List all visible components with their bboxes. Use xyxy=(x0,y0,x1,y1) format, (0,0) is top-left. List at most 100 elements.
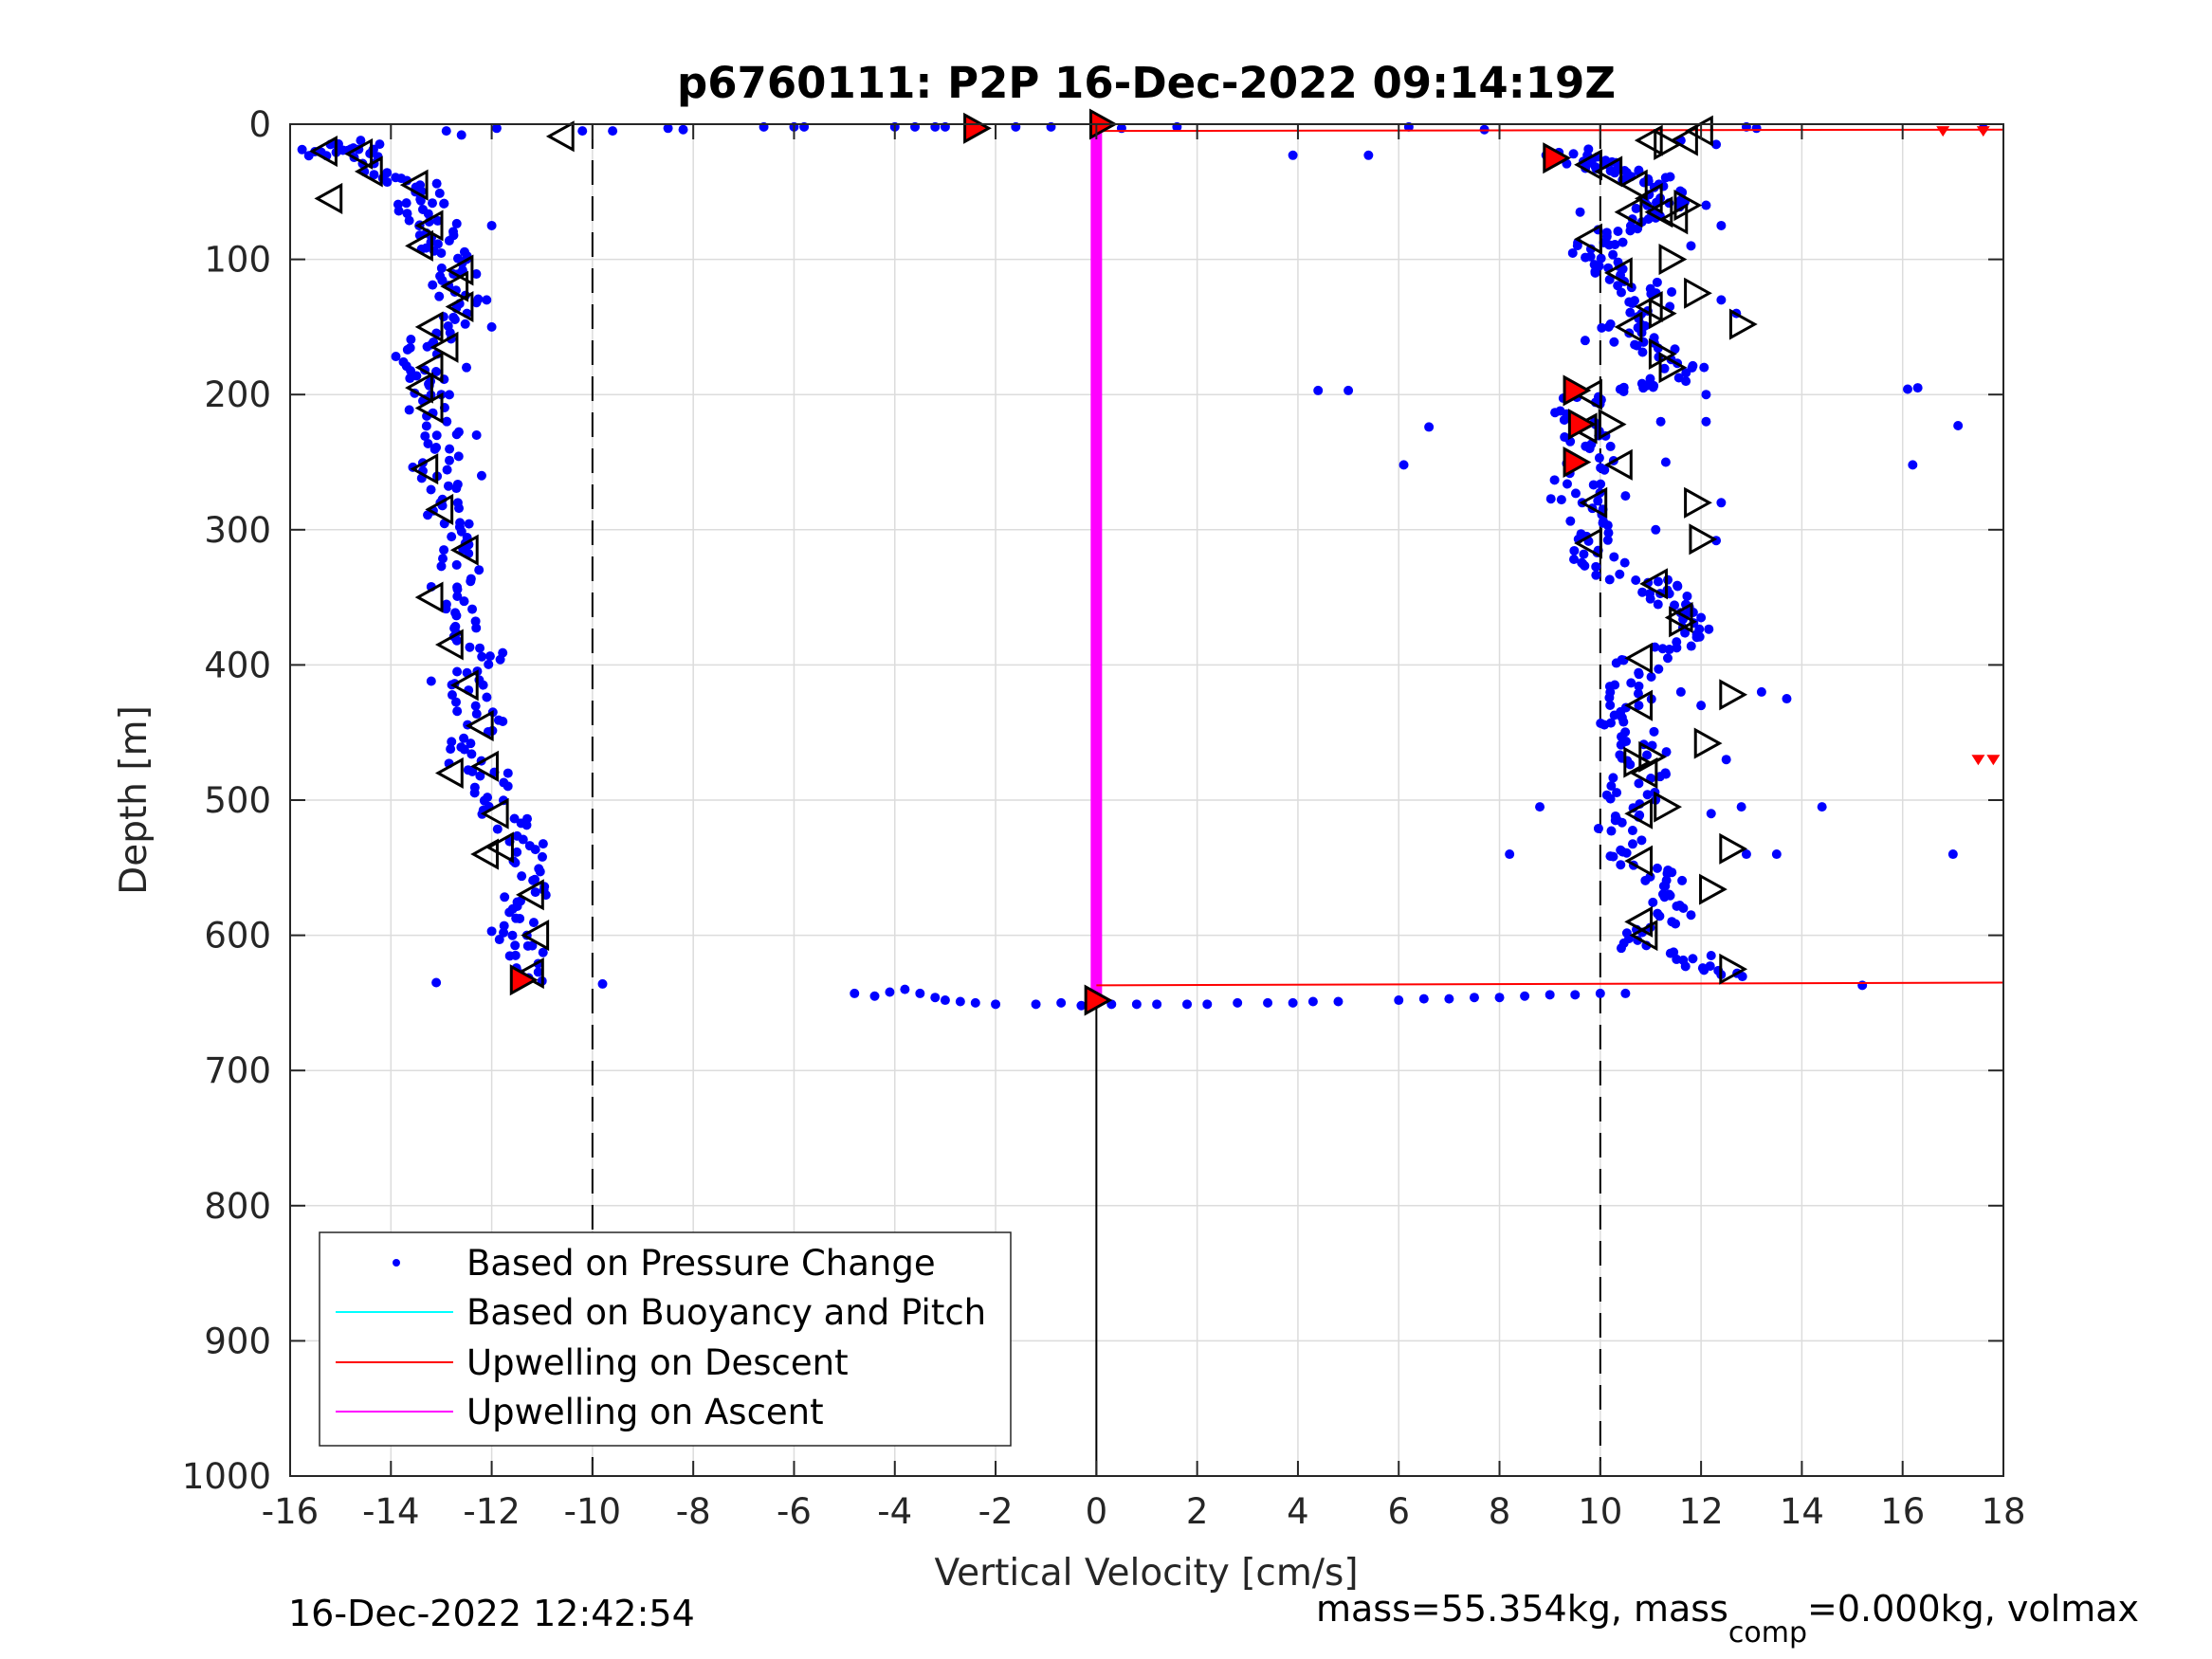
pressure-change-point xyxy=(474,565,484,575)
pressure-change-point xyxy=(486,220,497,230)
pressure-change-point xyxy=(1444,994,1454,1004)
pressure-change-point xyxy=(1857,980,1868,991)
pressure-change-point xyxy=(466,749,477,759)
pressure-change-point xyxy=(431,178,442,189)
pressure-change-point xyxy=(1202,999,1213,1010)
pressure-change-point xyxy=(1634,701,1644,711)
footer-mass-suffix: =0.000kg, volmax xyxy=(1807,1588,2139,1630)
x-tick-label: -6 xyxy=(777,1491,812,1532)
pressure-change-point xyxy=(1633,688,1643,699)
pressure-change-point xyxy=(1638,382,1649,392)
triangle-right-marker xyxy=(1648,337,1677,370)
pressure-change-point xyxy=(1593,823,1603,833)
pressure-change-point xyxy=(1634,669,1644,680)
pressure-change-point xyxy=(1706,950,1716,960)
pressure-change-point xyxy=(1701,416,1711,427)
triangle-left-marker xyxy=(1614,196,1643,228)
pressure-change-point xyxy=(1616,860,1626,870)
pressure-change-point xyxy=(1545,494,1556,504)
pressure-change-point xyxy=(1677,875,1688,885)
pressure-change-point xyxy=(1632,340,1642,351)
pressure-change-point xyxy=(1182,999,1193,1010)
pressure-change-point xyxy=(459,744,469,755)
triangle-left-marker xyxy=(1629,920,1658,952)
pressure-change-point xyxy=(1618,387,1629,397)
y-tick-label: 600 xyxy=(204,916,271,957)
triangle-left-marker xyxy=(1634,124,1663,156)
pressure-change-point xyxy=(1670,344,1680,355)
pressure-change-point xyxy=(1701,390,1711,400)
pressure-change-point xyxy=(1610,680,1620,690)
pressure-change-point xyxy=(459,596,469,607)
pressure-change-point xyxy=(369,170,379,180)
x-tick-label: 2 xyxy=(1186,1491,1209,1532)
axis-ticks: -16 -14 -12 -10 -8 -6 -4 -2 0 2 4 6 8 10 12 14 16 18 0 100 2… xyxy=(182,104,2026,1532)
pressure-change-point xyxy=(1545,990,1555,1000)
pressure-change-point xyxy=(499,777,509,788)
pressure-change-point xyxy=(1658,881,1669,891)
pressure-change-point xyxy=(1494,993,1505,1003)
pressure-change-point xyxy=(1659,363,1670,374)
triangle-filled-marker xyxy=(1563,446,1592,479)
y-tick-label: 800 xyxy=(204,1186,271,1227)
pressure-change-point xyxy=(1609,337,1619,347)
legend-label-ascent: Upwelling on Ascent xyxy=(466,1392,824,1432)
pressure-change-point xyxy=(423,209,433,219)
triangle-right-marker xyxy=(1693,727,1723,759)
triangle-left-marker xyxy=(1670,124,1698,156)
pressure-change-point xyxy=(1662,653,1673,664)
triangle-left-marker xyxy=(1614,311,1643,343)
pressure-change-point xyxy=(1565,516,1576,526)
pressure-change-point xyxy=(445,455,455,465)
triangle-left-marker xyxy=(465,710,494,742)
pressure-change-point xyxy=(443,481,453,491)
x-tick-label: -10 xyxy=(564,1491,621,1532)
pressure-change-point xyxy=(1549,475,1560,485)
pressure-change-point xyxy=(467,766,478,776)
pressure-change-point xyxy=(423,510,433,520)
pressure-change-point xyxy=(1570,990,1581,1000)
pressure-change-point xyxy=(494,935,504,945)
legend-label-pressure: Based on Pressure Change xyxy=(466,1243,936,1284)
triangle-left-marker xyxy=(449,534,479,566)
x-tick-label: 8 xyxy=(1489,1491,1511,1532)
pressure-change-point xyxy=(955,996,965,1007)
pressure-change-point xyxy=(1663,574,1673,585)
triangle-left-marker xyxy=(405,372,433,404)
triangle-left-marker xyxy=(309,135,338,168)
pressure-change-point xyxy=(396,173,407,184)
pressure-change-point xyxy=(1562,479,1572,489)
pressure-change-point xyxy=(486,926,497,937)
triangle-left-marker xyxy=(545,120,575,153)
pressure-change-point xyxy=(1520,991,1530,1001)
pressure-change-point xyxy=(1637,347,1648,357)
pressure-change-point xyxy=(1595,988,1605,998)
x-tick-label: -8 xyxy=(676,1491,711,1532)
triangle-left-marker xyxy=(1574,149,1602,181)
pressure-change-point xyxy=(850,988,860,998)
x-tick-label: -14 xyxy=(362,1491,419,1532)
pressure-change-point xyxy=(1398,460,1409,470)
pressure-change-point xyxy=(1313,385,1324,395)
pressure-change-point xyxy=(1604,240,1615,250)
pressure-change-point xyxy=(1672,643,1682,653)
pressure-change-point xyxy=(1602,535,1613,545)
triangle-left-marker xyxy=(1624,845,1654,877)
pressure-change-point xyxy=(444,390,454,400)
triangle-left-marker xyxy=(1644,196,1673,228)
pressure-change-point xyxy=(1653,599,1663,610)
pressure-change-point xyxy=(446,744,456,755)
pressure-change-point xyxy=(1642,750,1653,760)
x-tick-label: 12 xyxy=(1679,1491,1724,1532)
triangle-left-marker xyxy=(354,155,383,188)
pressure-change-point xyxy=(1686,641,1696,651)
triangle-filled-marker xyxy=(1543,142,1572,174)
triangle-filled-marker xyxy=(1563,374,1592,407)
triangle-left-marker xyxy=(1624,905,1654,938)
pressure-change-point xyxy=(1652,277,1662,287)
pressure-change-point xyxy=(1469,993,1479,1003)
pressure-change-point xyxy=(1625,307,1636,318)
pressure-change-point xyxy=(1569,555,1580,565)
pressure-change-point xyxy=(1664,645,1674,655)
pressure-change-point xyxy=(900,984,910,994)
